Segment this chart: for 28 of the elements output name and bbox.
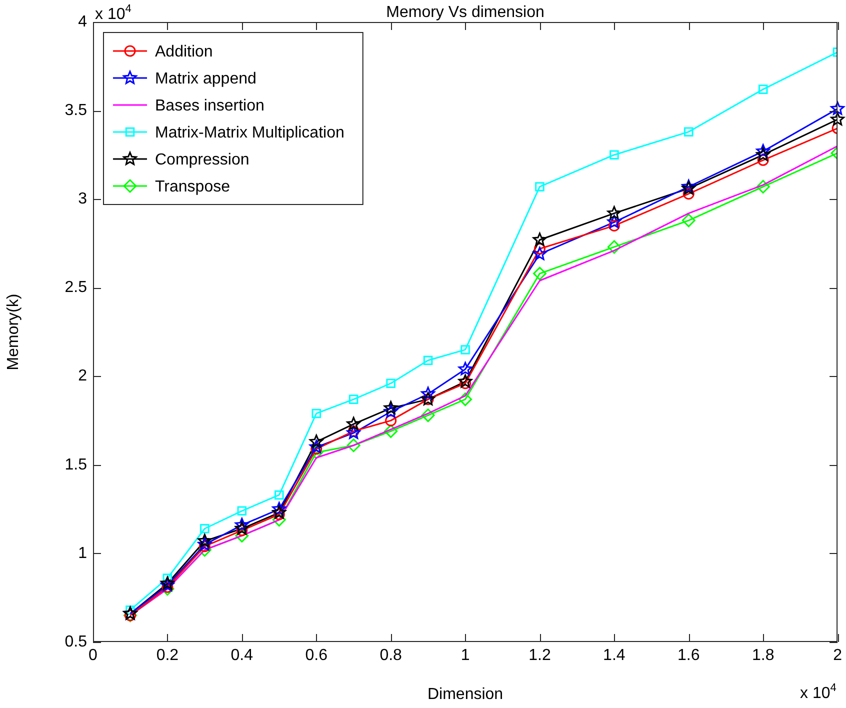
- x-tick-label: 0.6: [305, 647, 328, 664]
- x-tick-label: 1.4: [603, 647, 626, 664]
- legend-label: Bases insertion: [155, 97, 264, 114]
- legend-label: Addition: [155, 43, 213, 60]
- y-tick-label: 3: [78, 190, 88, 208]
- x-tick-label: 0.2: [156, 647, 179, 664]
- y-tick-label: 4: [78, 13, 88, 30]
- x-tick-label: 2: [833, 647, 842, 664]
- chart-title: Memory Vs dimension: [386, 4, 544, 21]
- x-tick-label: 1.2: [528, 647, 551, 664]
- y-tick-label: 0.5: [64, 633, 88, 650]
- y-tick-label: 1.5: [64, 456, 88, 474]
- x-tick-label: 0.8: [380, 647, 402, 664]
- y-tick-label: 2: [78, 368, 88, 385]
- y-tick-label: 2.5: [64, 279, 88, 296]
- legend-label: Transpose: [155, 178, 230, 196]
- legend-label: Compression: [155, 151, 250, 168]
- x-axis-title: Dimension: [427, 686, 504, 703]
- x-tick-label: 1.8: [752, 647, 774, 664]
- legend-label: Matrix-Matrix Multiplication: [155, 124, 344, 142]
- y-tick-label: 3.5: [64, 102, 88, 119]
- y-tick-label: 1: [78, 544, 88, 562]
- x-tick-label: 0: [88, 647, 98, 664]
- y-axis-title: Memory(k): [5, 294, 22, 370]
- x-tick-label: 0.4: [230, 647, 254, 664]
- x-tick-label: 1: [460, 647, 470, 664]
- legend-label: Matrix append: [155, 70, 256, 88]
- x-tick-label: 1.6: [678, 647, 700, 664]
